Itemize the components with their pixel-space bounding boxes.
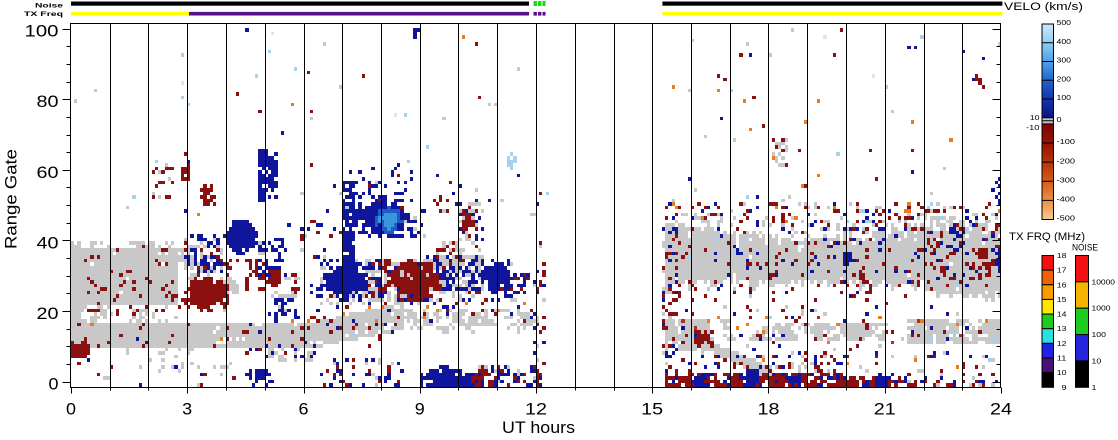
svg-text:9: 9 [415, 400, 425, 419]
svg-text:-300: -300 [1057, 176, 1076, 185]
svg-text:0: 0 [66, 400, 76, 419]
svg-text:TX Freq: TX Freq [24, 11, 63, 18]
svg-text:10000: 10000 [1092, 277, 1116, 286]
svg-text:UT hours: UT hours [502, 418, 575, 435]
svg-text:18: 18 [758, 400, 780, 419]
svg-text:14: 14 [1057, 310, 1067, 319]
svg-text:300: 300 [1057, 56, 1072, 65]
svg-text:100: 100 [1092, 330, 1106, 339]
svg-text:0: 0 [1057, 115, 1062, 124]
svg-text:VELO (km/s): VELO (km/s) [1004, 1, 1083, 13]
svg-text:-400: -400 [1057, 195, 1076, 204]
svg-text:12: 12 [525, 400, 547, 419]
svg-text:13: 13 [1057, 324, 1067, 333]
svg-text:100: 100 [25, 22, 59, 41]
svg-text:200: 200 [1057, 74, 1072, 83]
svg-text:-500: -500 [1057, 214, 1076, 223]
svg-text:Range Gate: Range Gate [2, 149, 21, 249]
svg-text:16: 16 [1057, 280, 1067, 289]
svg-text:NOISE: NOISE [1072, 243, 1098, 254]
svg-text:10: 10 [1092, 356, 1102, 365]
svg-text:1: 1 [1092, 383, 1097, 392]
svg-text:0: 0 [49, 375, 59, 394]
svg-text:24: 24 [990, 400, 1012, 419]
svg-text:-200: -200 [1057, 156, 1076, 165]
svg-text:21: 21 [874, 400, 896, 419]
svg-text:60: 60 [37, 163, 59, 182]
svg-text:10: 10 [1030, 113, 1040, 122]
svg-text:100: 100 [1057, 93, 1072, 102]
svg-text:500: 500 [1057, 18, 1072, 27]
svg-text:TX FRQ (MHz): TX FRQ (MHz) [1009, 231, 1085, 243]
svg-text:12: 12 [1057, 339, 1067, 348]
svg-text:20: 20 [37, 304, 59, 323]
svg-text:40: 40 [37, 233, 59, 252]
svg-text:80: 80 [37, 92, 59, 111]
svg-text:17: 17 [1057, 266, 1067, 275]
svg-text:6: 6 [299, 400, 309, 419]
svg-text:3: 3 [182, 400, 192, 419]
svg-text:-100: -100 [1057, 137, 1076, 146]
svg-text:10: 10 [1057, 368, 1067, 377]
svg-text:11: 11 [1057, 354, 1067, 363]
svg-text:1000: 1000 [1092, 304, 1111, 313]
svg-text:18: 18 [1057, 251, 1067, 260]
svg-text:400: 400 [1057, 37, 1072, 46]
svg-text:Noise: Noise [35, 3, 63, 10]
svg-text:15: 15 [1057, 295, 1067, 304]
svg-text:-10: -10 [1026, 123, 1040, 132]
svg-text:9: 9 [1062, 383, 1067, 392]
svg-text:15: 15 [641, 400, 663, 419]
